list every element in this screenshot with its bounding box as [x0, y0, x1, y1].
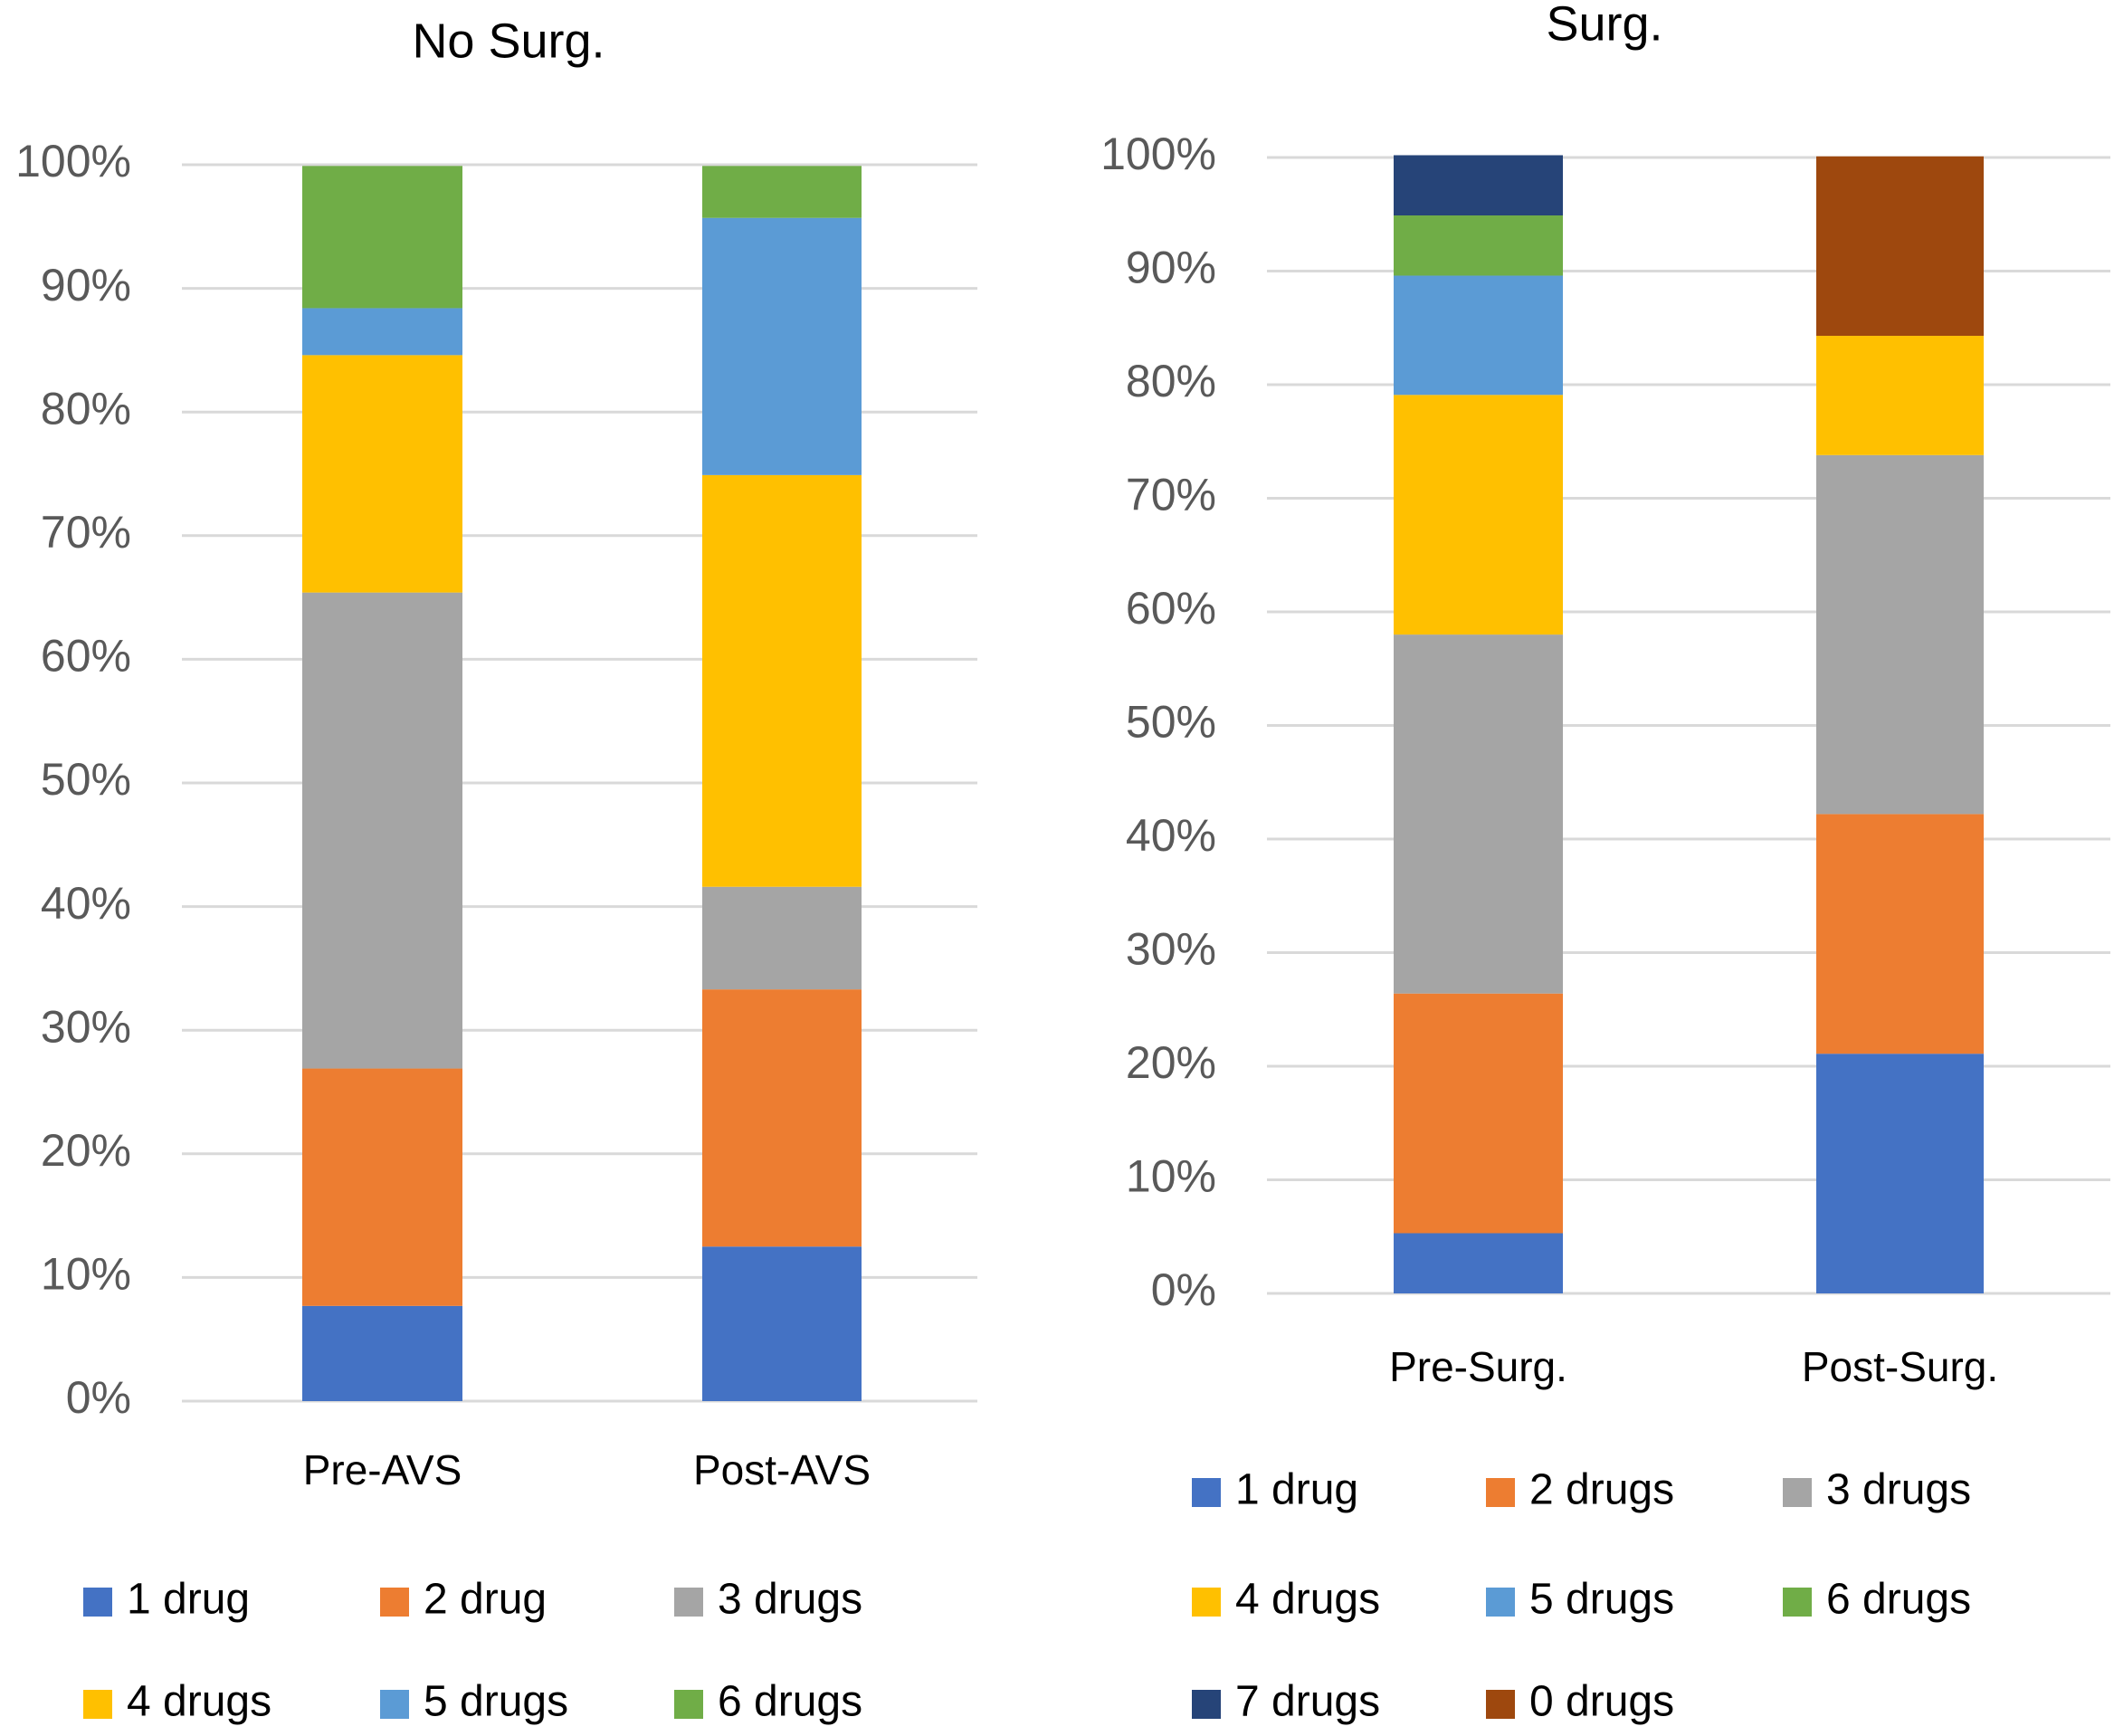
bar-segment — [1816, 156, 1984, 337]
chart-title: No Surg. — [412, 14, 605, 68]
y-tick-label: 80% — [1126, 356, 1216, 406]
legend-swatch — [674, 1690, 703, 1719]
legend-swatch — [1192, 1588, 1221, 1617]
y-tick-label: 40% — [1126, 810, 1216, 861]
y-tick-label: 100% — [1100, 129, 1216, 179]
y-tick-label: 20% — [41, 1125, 131, 1176]
legend-label: 6 drugs — [1826, 1576, 1971, 1624]
legend-label: 6 drugs — [718, 1678, 862, 1726]
y-tick-label: 60% — [1126, 583, 1216, 634]
bar-segment — [1394, 155, 1563, 216]
legend-swatch — [1192, 1690, 1221, 1719]
legend-swatch — [674, 1588, 703, 1617]
y-tick-label: 0% — [66, 1372, 131, 1423]
bar-segment — [1394, 395, 1563, 635]
y-tick-label: 10% — [1126, 1151, 1216, 1202]
legend-label: 2 drugs — [1529, 1466, 1674, 1514]
bar-segment — [1394, 215, 1563, 276]
bar-segment — [302, 308, 462, 356]
legend-label: 1 drug — [127, 1576, 250, 1624]
y-tick-label: 60% — [41, 631, 131, 682]
y-tick-label: 50% — [1126, 697, 1216, 748]
legend-swatch — [83, 1690, 112, 1719]
legend-label: 1 drug — [1235, 1466, 1358, 1514]
bar-segment — [302, 1305, 462, 1401]
bar-segment — [1394, 1233, 1563, 1293]
bar-segment — [702, 1246, 862, 1401]
y-tick-label: 90% — [1126, 243, 1216, 293]
y-tick-label: 30% — [1126, 924, 1216, 975]
bar-segment — [302, 166, 462, 309]
bar-segment — [1816, 1054, 1984, 1293]
legend-label: 5 drugs — [424, 1678, 568, 1726]
bar-segment — [702, 886, 862, 990]
legend-swatch — [1783, 1478, 1812, 1507]
bar-segment — [702, 166, 862, 218]
legend-label: 3 drugs — [1826, 1466, 1971, 1514]
y-tick-label: 70% — [41, 507, 131, 558]
chart-title: Surg. — [1546, 0, 1662, 51]
legend-label: 5 drugs — [1529, 1576, 1674, 1624]
legend-label: 3 drugs — [718, 1576, 862, 1624]
bar-segment — [702, 989, 862, 1247]
y-tick-label: 50% — [41, 754, 131, 805]
legend-swatch — [1486, 1478, 1515, 1507]
y-tick-label: 30% — [41, 1001, 131, 1052]
y-tick-label: 40% — [41, 878, 131, 929]
bar-segment — [302, 1068, 462, 1306]
y-tick-label: 100% — [15, 136, 131, 186]
bar-segment — [702, 474, 862, 887]
bar-segment — [1394, 275, 1563, 396]
x-tick-label: Pre-AVS — [303, 1446, 462, 1493]
x-tick-label: Post-AVS — [693, 1446, 871, 1493]
bar-segment — [1816, 454, 1984, 815]
y-tick-label: 0% — [1151, 1264, 1216, 1315]
legend-label: 7 drugs — [1235, 1678, 1380, 1726]
legend-swatch — [380, 1690, 409, 1719]
legend-swatch — [83, 1588, 112, 1617]
x-tick-label: Post-Surg. — [1802, 1343, 1998, 1390]
bar-segment — [302, 355, 462, 593]
bar-segment — [302, 592, 462, 1069]
legend-swatch — [1486, 1588, 1515, 1617]
bar-segment — [1816, 814, 1984, 1054]
legend-label: 0 drugs — [1529, 1678, 1674, 1726]
y-tick-label: 70% — [1126, 470, 1216, 520]
legend-swatch — [380, 1588, 409, 1617]
legend-label: 2 drug — [424, 1576, 547, 1624]
bar-segment — [1394, 634, 1563, 994]
y-tick-label: 80% — [41, 383, 131, 434]
bar-segment — [702, 217, 862, 475]
legend-label: 4 drugs — [127, 1678, 271, 1726]
x-tick-label: Pre-Surg. — [1389, 1343, 1567, 1390]
y-tick-label: 20% — [1126, 1037, 1216, 1088]
legend-swatch — [1192, 1478, 1221, 1507]
legend-swatch — [1486, 1690, 1515, 1719]
bar-segment — [1816, 336, 1984, 455]
bar-segment — [1394, 993, 1563, 1234]
legend-label: 4 drugs — [1235, 1576, 1380, 1624]
legend-swatch — [1783, 1588, 1812, 1617]
y-tick-label: 90% — [41, 260, 131, 310]
y-tick-label: 10% — [41, 1249, 131, 1300]
